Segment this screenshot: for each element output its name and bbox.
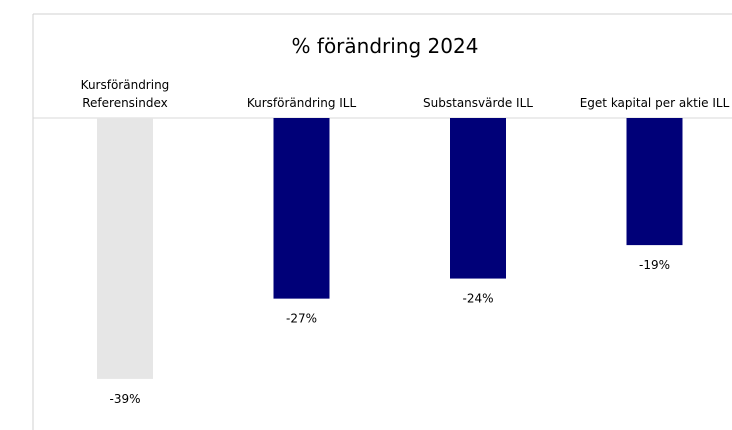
value-label: -39% — [109, 392, 140, 406]
bar — [97, 118, 153, 379]
value-label: -27% — [286, 312, 317, 326]
category-label: Substansvärde ILL — [423, 96, 533, 110]
bar — [626, 118, 683, 246]
category-label: Kursförändring Referensindex — [80, 78, 170, 110]
category-label: Kursförändring ILL — [246, 96, 357, 110]
category-label: Eget kapital per aktie ILL — [579, 96, 730, 110]
value-label: -19% — [639, 258, 670, 272]
value-label: -24% — [462, 292, 493, 306]
bar — [450, 118, 506, 279]
chart-title: % förändring 2024 — [292, 34, 479, 58]
bar — [273, 118, 330, 299]
